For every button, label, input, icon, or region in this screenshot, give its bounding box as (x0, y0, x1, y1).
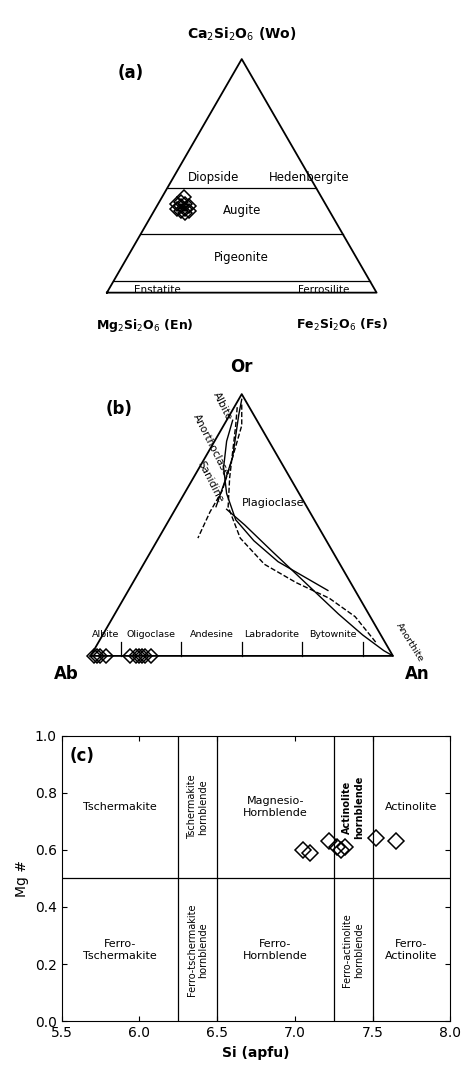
Text: Ferrosilite: Ferrosilite (298, 285, 350, 295)
Text: Hedenbergite: Hedenbergite (269, 172, 349, 184)
Text: Ab: Ab (54, 665, 79, 683)
Text: Labradorite: Labradorite (245, 630, 300, 640)
Text: Ferro-
Tschermakite: Ferro- Tschermakite (83, 939, 157, 960)
Text: Plagioclase: Plagioclase (242, 498, 305, 507)
Text: Mg$_2$Si$_2$O$_6$ (En): Mg$_2$Si$_2$O$_6$ (En) (96, 317, 194, 334)
Text: Ferro-
Actinolite: Ferro- Actinolite (385, 939, 438, 960)
Text: Enstatite: Enstatite (134, 285, 181, 295)
Text: Fe$_2$Si$_2$O$_6$ (Fs): Fe$_2$Si$_2$O$_6$ (Fs) (295, 317, 387, 333)
X-axis label: Si (apfu): Si (apfu) (222, 1046, 290, 1060)
Text: (b): (b) (106, 400, 133, 418)
Text: Anorthoclase: Anorthoclase (191, 413, 231, 479)
Text: Magnesio-
Hornblende: Magnesio- Hornblende (243, 796, 308, 818)
Text: Diopside: Diopside (188, 172, 239, 184)
Text: Albite: Albite (92, 630, 119, 640)
Text: (c): (c) (69, 747, 94, 765)
Text: Ferro-
Hornblende: Ferro- Hornblende (243, 939, 308, 960)
Text: Ferro-actinolite
hornblende: Ferro-actinolite hornblende (342, 912, 364, 987)
Text: Actinolite: Actinolite (385, 802, 438, 812)
Text: Andesine: Andesine (190, 630, 234, 640)
Text: Bytownite: Bytownite (309, 630, 356, 640)
Text: Albite: Albite (211, 390, 233, 422)
Text: Anorthite: Anorthite (394, 621, 426, 664)
Text: Ferro-tschermakite
hornblende: Ferro-tschermakite hornblende (187, 904, 209, 996)
Text: An: An (405, 665, 429, 683)
Text: (a): (a) (118, 64, 144, 82)
Text: Actinolite
hornblende: Actinolite hornblende (342, 775, 364, 839)
Text: Tschermakite: Tschermakite (83, 802, 157, 812)
Text: Pigeonite: Pigeonite (214, 252, 269, 264)
Text: Tschermakite
hornblende: Tschermakite hornblende (187, 775, 209, 839)
Text: Oligoclase: Oligoclase (127, 630, 175, 640)
Text: Sanidine: Sanidine (195, 459, 225, 504)
Y-axis label: Mg #: Mg # (15, 860, 29, 897)
Text: Ca$_2$Si$_2$O$_6$ (Wo): Ca$_2$Si$_2$O$_6$ (Wo) (187, 26, 296, 43)
Text: Augite: Augite (223, 205, 261, 217)
Text: Or: Or (230, 358, 253, 376)
